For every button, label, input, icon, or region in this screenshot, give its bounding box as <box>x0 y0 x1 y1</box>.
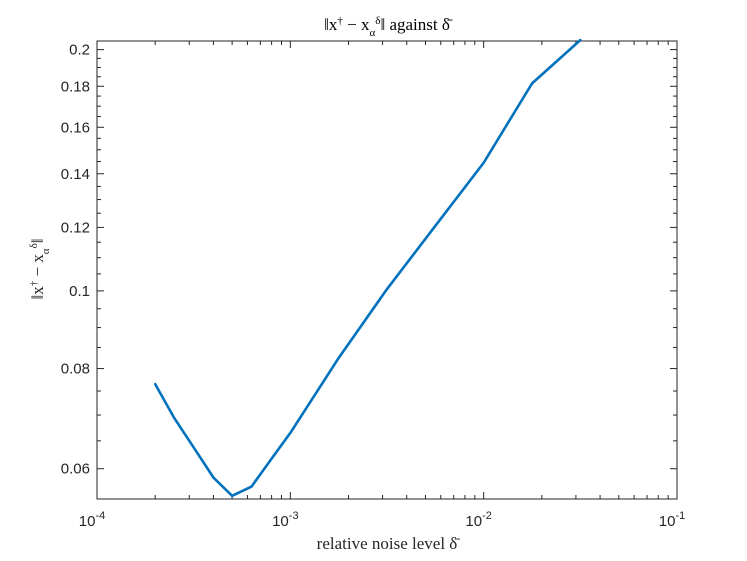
y-tick-label: 0.14 <box>61 166 90 183</box>
y-axis-label: ‖x† − xαδ‖ <box>28 238 52 299</box>
tick-labels: 10-4 10-3 10-2 10-1 0.06 0.08 0.1 0.12 0.14 0.16 0… <box>61 42 685 530</box>
y-tick-label: 0.12 <box>61 219 90 236</box>
y-tick-label: 0.06 <box>61 461 90 478</box>
y-tick-label: 0.08 <box>61 361 90 378</box>
x-tick-label: 10-1 <box>659 510 685 530</box>
x-tick-label: 10-3 <box>272 510 298 530</box>
x-tick-label: 10-4 <box>79 510 105 530</box>
y-tick-label: 0.2 <box>69 42 90 59</box>
x-axis-label: relative noise level δ̄ <box>317 534 461 553</box>
series-line <box>153 38 582 498</box>
plot-frame <box>96 40 678 500</box>
x-tick-label: 10-2 <box>465 510 491 530</box>
axis-ticks <box>96 40 678 500</box>
y-tick-label: 0.18 <box>61 78 90 95</box>
series-group <box>153 38 582 498</box>
axes <box>96 40 678 500</box>
chart-title: ‖x† − xαδ‖ against δ̄ <box>324 15 453 39</box>
y-tick-label: 0.16 <box>61 119 90 136</box>
y-tick-label: 0.1 <box>69 283 90 300</box>
